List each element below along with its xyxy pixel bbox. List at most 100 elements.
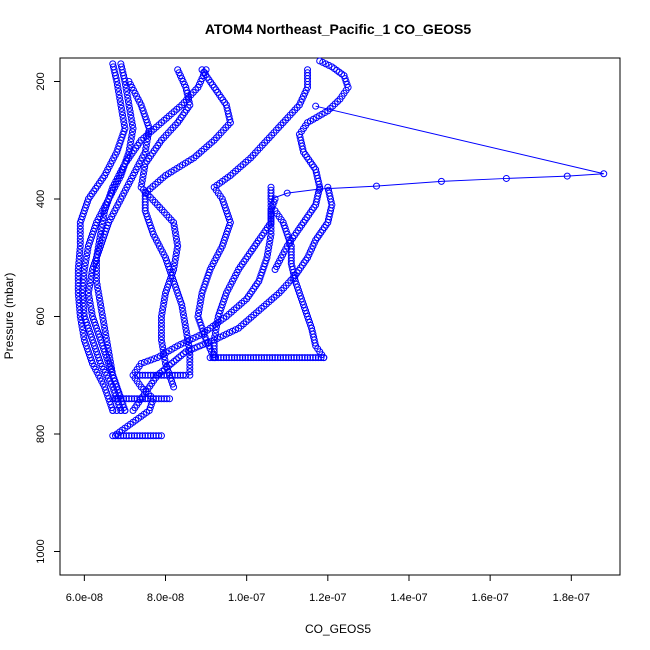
data-point [159,306,167,314]
data-point [74,286,82,294]
data-point [127,138,135,146]
data-point [145,219,153,226]
data-point [113,148,121,156]
x-tick-label: 1.4e-07 [390,592,427,604]
data-point [125,432,133,440]
data-point [283,189,291,197]
x-tick-label: 1.8e-07 [553,592,590,604]
data-point [181,318,189,326]
data-point [222,230,230,238]
data-point [221,233,229,241]
data-point [138,104,146,112]
data-point [128,121,136,129]
data-point [116,94,124,102]
data-point [241,354,249,362]
data-point [82,318,90,326]
data-point [96,357,104,365]
data-point [194,313,202,320]
data-point [88,269,96,277]
data-point [97,230,105,238]
plot-area [74,57,608,440]
data-point [230,354,238,362]
data-point [102,227,110,235]
data-point [115,142,123,150]
data-point [90,318,98,326]
data-point [93,264,101,272]
data-point [74,279,82,287]
data-point [220,201,228,209]
data-point [128,395,136,403]
data-point [128,118,136,126]
data-point [173,245,181,253]
data-point [204,271,212,279]
data-point [108,368,116,376]
data-point [316,57,324,65]
data-point [220,354,228,362]
data-point [93,281,101,289]
data-point [129,125,137,132]
data-point [127,111,135,119]
data-point [171,280,179,288]
data-point [256,274,264,282]
data-point [85,327,93,335]
data-point [99,318,107,326]
data-point [82,342,90,350]
data-point [164,283,172,291]
data-point [334,97,342,105]
data-point [140,166,148,174]
data-point [171,371,179,379]
data-point [113,383,121,391]
data-point [142,141,150,149]
data-point [125,395,133,403]
series-line [270,105,604,200]
data-point [216,307,224,315]
data-point [117,407,125,414]
data-point [87,357,95,365]
data-point [83,321,91,329]
data-point [92,221,100,229]
data-point [107,401,115,409]
data-point [287,354,295,362]
data-point [325,186,333,194]
data-point [294,286,302,294]
data-point [110,374,118,382]
data-point [80,336,88,344]
chart-title: ATOM4 Northeast_Pacific_1 CO_GEOS5 [205,21,472,37]
data-point [223,210,231,218]
data-point [314,354,322,362]
data-point [124,94,132,102]
data-point [267,183,275,191]
data-point [202,336,210,344]
data-point [282,227,290,235]
data-point [121,125,129,132]
data-point [94,351,102,359]
y-tick-label: 800 [35,425,47,443]
data-point [83,252,91,260]
data-point [109,407,117,414]
data-point [266,234,274,242]
data-point [221,204,229,212]
data-point [75,252,83,260]
data-point [255,277,263,285]
data-point [127,135,135,143]
data-point [141,163,149,171]
data-point [86,236,94,244]
data-point [118,133,126,141]
data-point [89,339,97,347]
data-point [114,432,122,440]
data-point [186,361,194,369]
data-point [93,324,101,332]
data-point [74,282,82,290]
data-point [126,141,134,149]
data-point [186,371,194,379]
data-point [147,356,155,364]
data-point [123,91,131,99]
data-point [88,360,96,367]
data-point [305,315,313,323]
data-point [107,189,115,197]
data-point [128,432,136,440]
data-point [113,81,121,89]
data-point [199,286,207,294]
data-point [157,336,165,344]
data-point [133,432,141,440]
